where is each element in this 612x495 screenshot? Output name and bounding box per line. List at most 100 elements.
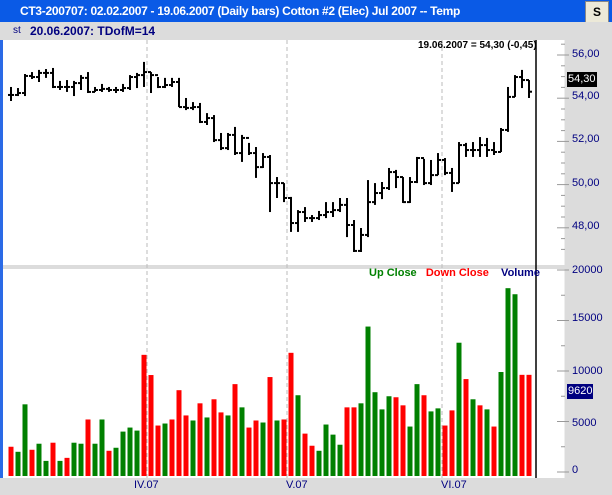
volume-bar (155, 425, 161, 476)
left-edge (0, 40, 3, 478)
volume-bar (78, 443, 84, 476)
volume-bar (316, 450, 322, 476)
volume-tick-label: 10000 (572, 365, 603, 377)
volume-bar (232, 384, 238, 476)
volume-bar (85, 419, 91, 476)
volume-bar (141, 354, 147, 476)
legend-down: Down Close (425, 267, 489, 279)
volume-bar (351, 407, 357, 476)
volume-bar (57, 460, 63, 476)
volume-bar (190, 420, 196, 476)
volume-bar (519, 374, 525, 476)
volume-bar (372, 392, 378, 476)
panel-separator[interactable] (3, 265, 565, 269)
volume-bar (456, 342, 462, 476)
volume-bar (470, 399, 476, 476)
volume-bar (414, 384, 420, 476)
volume-bar (22, 404, 28, 476)
last-price-label: 54,30 (567, 72, 597, 87)
volume-bar (512, 294, 518, 476)
window-title: CT3-200707: 02.02.2007 - 19.06.2007 (Dai… (20, 4, 461, 18)
volume-bar (267, 377, 273, 476)
volume-bar (183, 415, 189, 476)
volume-bar (337, 444, 343, 476)
volume-bar (400, 405, 406, 476)
last-volume-label: 9620 (567, 384, 594, 399)
volume-bar (358, 403, 364, 476)
volume-bar (379, 409, 385, 476)
x-tick-label: V.07 (286, 479, 308, 491)
volume-bar (239, 407, 245, 476)
volume-bar (148, 375, 154, 476)
volume-bar (106, 450, 112, 476)
volume-bar (113, 447, 119, 476)
volume-bar (428, 411, 434, 476)
volume-bar (260, 422, 266, 476)
price-tick-label: 50,00 (572, 177, 600, 189)
volume-bar (330, 434, 336, 476)
volume-bar (64, 457, 70, 476)
price-tick-label: 52,00 (572, 133, 600, 145)
volume-bar (43, 460, 49, 476)
price-annotation: 19.06.2007 = 54,30 (-0,45) (418, 40, 537, 51)
title-bar: CT3-200707: 02.02.2007 - 19.06.2007 (Dai… (0, 0, 612, 23)
volume-bar (344, 407, 350, 476)
volume-bar (15, 451, 21, 476)
volume-bar (169, 419, 175, 476)
volume-tick-label: 0 (572, 464, 579, 476)
s-button[interactable]: S (585, 1, 609, 23)
volume-bar (295, 395, 301, 476)
study-tag: st (13, 25, 21, 36)
x-tick-label: IV.07 (134, 479, 159, 491)
volume-bar (526, 374, 532, 476)
volume-bar (197, 403, 203, 476)
volume-bar (491, 426, 497, 476)
volume-bar (407, 426, 413, 476)
price-tick-label: 56,00 (572, 48, 600, 60)
volume-bar (176, 390, 182, 476)
volume-bar (393, 397, 399, 476)
volume-bar (8, 446, 14, 476)
volume-bar (71, 442, 77, 476)
volume-bar (246, 427, 252, 476)
volume-bar (309, 445, 315, 476)
volume-bar (225, 415, 231, 476)
volume-bar (477, 405, 483, 476)
volume-tick-label: 15000 (572, 312, 603, 324)
volume-bar (50, 442, 56, 476)
volume-bar (36, 443, 42, 476)
volume-bar (505, 288, 511, 476)
chart-subheader: st 20.06.2007: TDofM=14 (0, 22, 612, 40)
volume-bar (127, 427, 133, 476)
price-tick-label: 54,00 (572, 90, 600, 102)
legend-up: Up Close (369, 267, 417, 279)
volume-bar (365, 326, 371, 476)
volume-bar (442, 425, 448, 476)
volume-bar (274, 420, 280, 476)
volume-bar (386, 396, 392, 476)
x-tick-label: VI.07 (441, 479, 467, 491)
legend-volume: Volume (501, 267, 540, 279)
volume-bar (204, 417, 210, 476)
price-tick-label: 48,00 (572, 220, 600, 232)
volume-bar (29, 449, 35, 476)
volume-bar (323, 424, 329, 476)
volume-bar (463, 379, 469, 476)
volume-bar (435, 408, 441, 476)
volume-bar (218, 412, 224, 476)
volume-bar (449, 410, 455, 476)
volume-bar (498, 372, 504, 476)
study-info: 20.06.2007: TDofM=14 (30, 24, 156, 38)
volume-tick-label: 5000 (572, 417, 597, 429)
volume-bar (281, 419, 287, 476)
volume-bar (99, 419, 105, 476)
volume-bar (134, 430, 140, 476)
volume-bar (120, 431, 126, 476)
volume-bar (211, 399, 217, 476)
volume-bar (253, 420, 259, 476)
volume-bar (421, 395, 427, 476)
volume-bar (302, 433, 308, 476)
volume-bar (92, 443, 98, 476)
volume-bar (288, 352, 294, 476)
